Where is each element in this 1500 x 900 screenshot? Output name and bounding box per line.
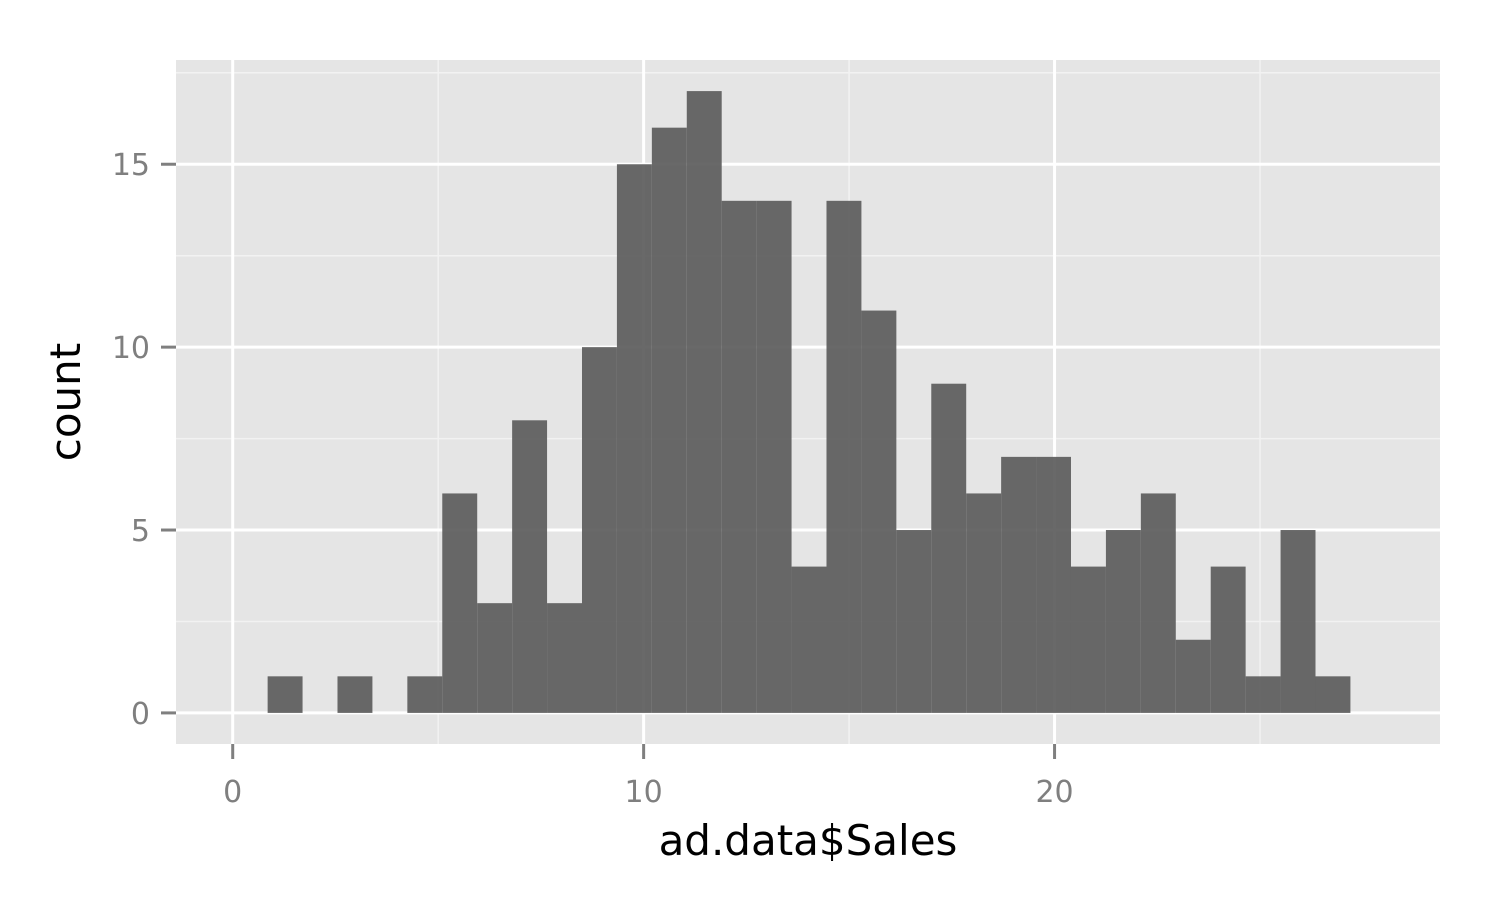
- histogram-bar: [616, 164, 652, 713]
- histogram-bar: [1315, 676, 1351, 713]
- y-tick-label: 5: [131, 514, 150, 549]
- histogram-bar: [267, 676, 303, 713]
- histogram-bar: [721, 200, 757, 713]
- x-axis-title: ad.data$Sales: [659, 816, 958, 865]
- histogram-bar: [1140, 493, 1176, 713]
- histogram-bar: [931, 383, 967, 713]
- histogram-bar: [791, 566, 827, 713]
- histogram-bar: [686, 91, 722, 713]
- histogram-bar: [651, 127, 687, 713]
- histogram-bar: [966, 493, 1002, 713]
- x-tick-label: 0: [223, 775, 242, 810]
- histogram-bar: [407, 676, 443, 713]
- y-tick-label: 0: [131, 697, 150, 732]
- y-tick-label: 10: [112, 331, 150, 366]
- histogram-bar: [1280, 530, 1316, 713]
- histogram-bar: [861, 310, 897, 713]
- x-axis-tick-labels: 0 10 20: [223, 775, 1073, 810]
- histogram-bar: [581, 347, 617, 713]
- histogram-bar: [1036, 456, 1071, 713]
- histogram-bar: [1105, 530, 1141, 713]
- histogram-bar: [896, 530, 932, 713]
- histogram-bar: [337, 676, 373, 713]
- histogram-bar: [826, 200, 862, 713]
- histogram-bar: [1245, 676, 1281, 713]
- axis-ticks: [161, 162, 1057, 759]
- histogram-bar: [1001, 456, 1037, 713]
- histogram-bar: [1175, 639, 1211, 713]
- x-tick-label: 10: [625, 775, 663, 810]
- histogram-bar: [442, 493, 478, 713]
- y-axis-title: count: [41, 343, 90, 462]
- histogram-bar: [477, 603, 513, 713]
- histogram-bar: [1070, 566, 1106, 713]
- histogram-bar: [547, 603, 582, 713]
- histogram-bar: [756, 200, 792, 713]
- x-tick-label: 20: [1035, 775, 1073, 810]
- histogram-bars: [267, 91, 1351, 713]
- histogram-bar: [1210, 566, 1246, 713]
- y-axis-tick-labels: 0 5 10 15: [112, 148, 150, 732]
- y-tick-label: 15: [112, 148, 150, 183]
- histogram-bar: [512, 420, 548, 713]
